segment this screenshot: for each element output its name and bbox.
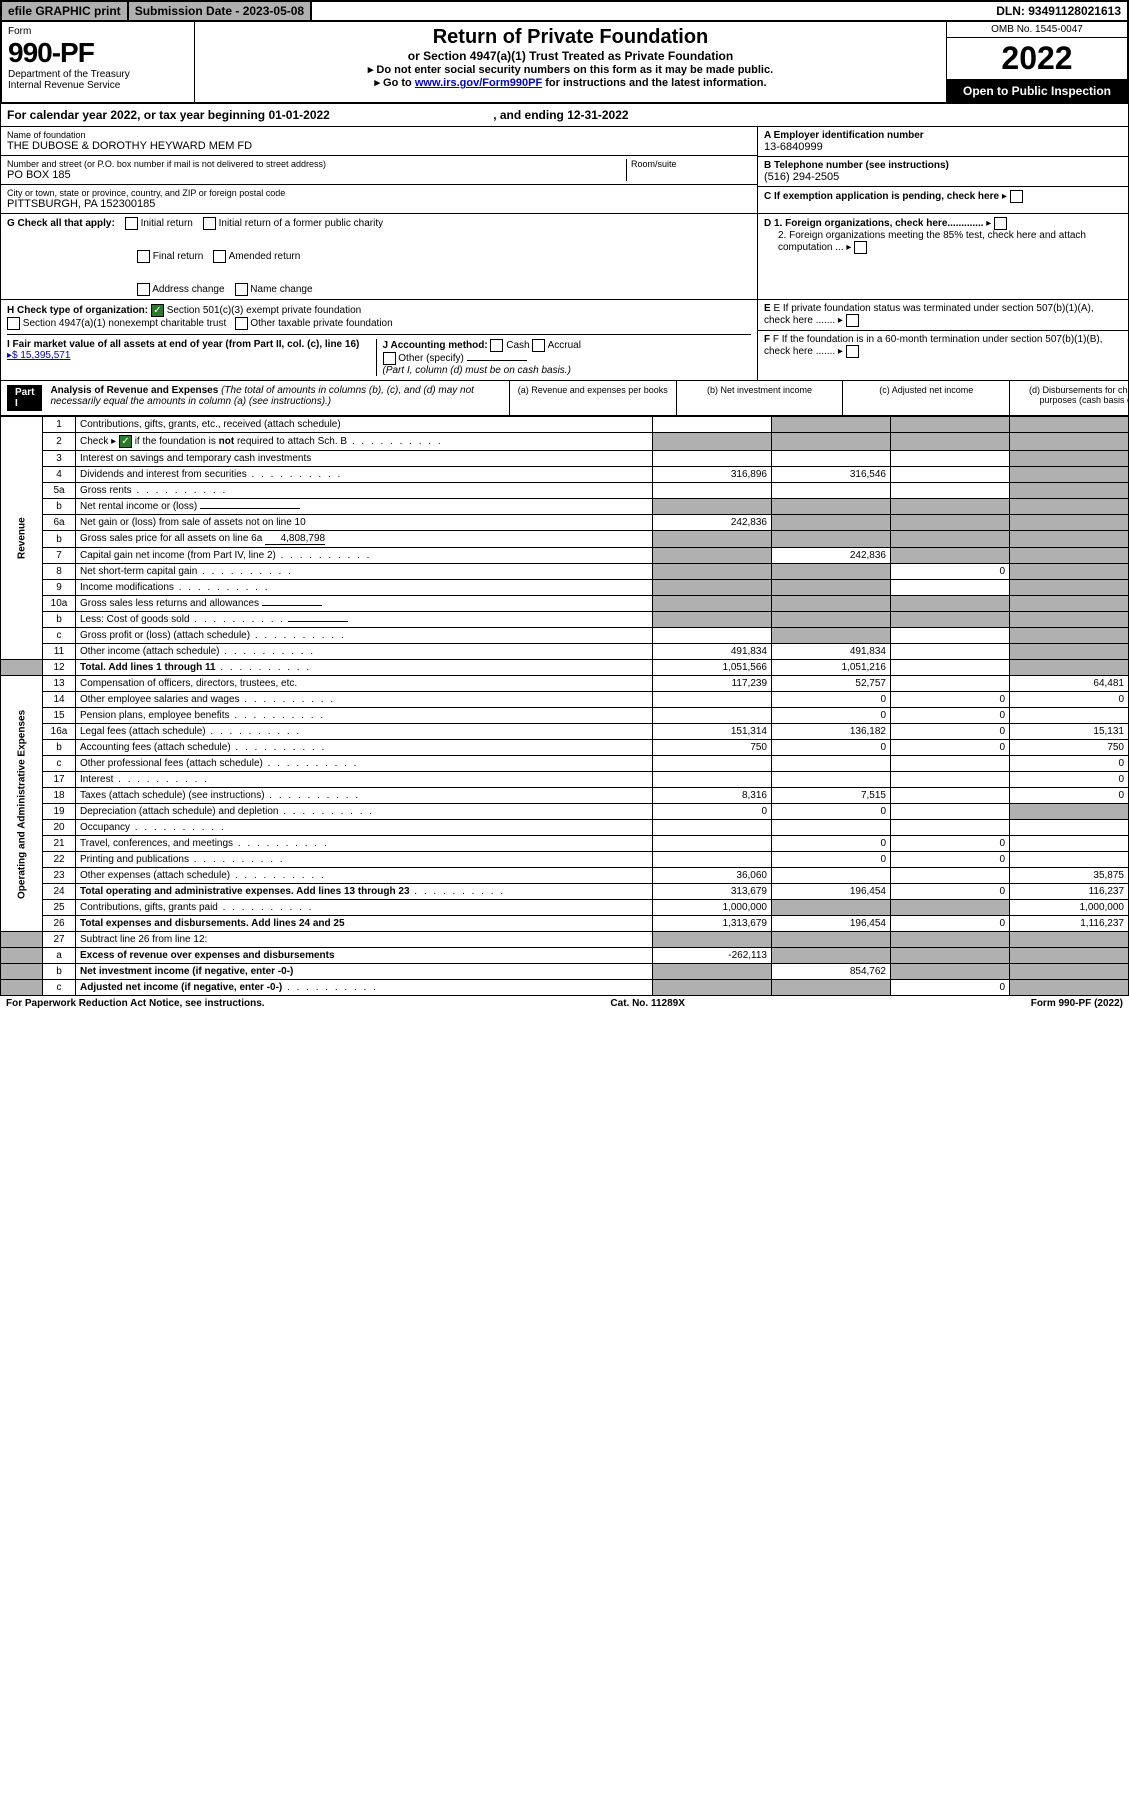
status-terminated-checkbox[interactable] (846, 314, 859, 327)
former-charity-checkbox[interactable] (203, 217, 216, 230)
foreign-org-checkbox[interactable] (994, 217, 1007, 230)
section-i-label: I Fair market value of all assets at end… (7, 339, 359, 350)
501c3-checkbox[interactable] (151, 304, 164, 317)
form-title: Return of Private Foundation (201, 26, 940, 49)
part1-table: Revenue 1Contributions, gifts, grants, e… (0, 416, 1129, 996)
top-bar: efile GRAPHIC print Submission Date - 20… (0, 0, 1129, 22)
col-c-header: (c) Adjusted net income (842, 381, 1009, 415)
city-value: PITTSBURGH, PA 152300185 (7, 198, 751, 210)
irs-label: Internal Revenue Service (8, 80, 188, 91)
revenue-sidecat: Revenue (1, 417, 43, 660)
address-change-checkbox[interactable] (137, 283, 150, 296)
page-footer: For Paperwork Reduction Act Notice, see … (0, 996, 1129, 1011)
schb-checkbox[interactable] (119, 435, 132, 448)
4947-checkbox[interactable] (7, 317, 20, 330)
section-e: E E If private foundation status was ter… (758, 300, 1128, 331)
city-label: City or town, state or province, country… (7, 188, 751, 198)
ein-label: A Employer identification number (764, 130, 1122, 141)
efile-print-button[interactable]: efile GRAPHIC print (2, 2, 129, 20)
paperwork-notice: For Paperwork Reduction Act Notice, see … (6, 998, 265, 1009)
calendar-year-row: For calendar year 2022, or tax year begi… (0, 104, 1129, 127)
section-f: F F If the foundation is in a 60-month t… (758, 331, 1128, 361)
irs-link[interactable]: www.irs.gov/Form990PF (415, 77, 542, 89)
tax-year: 2022 (947, 38, 1127, 80)
final-return-checkbox[interactable] (137, 250, 150, 263)
section-h: H Check type of organization: Section 50… (7, 304, 751, 317)
ein-value: 13-6840999 (764, 141, 1122, 153)
addr-label: Number and street (or P.O. box number if… (7, 159, 626, 169)
col-d-header: (d) Disbursements for charitable purpose… (1009, 381, 1129, 415)
60month-checkbox[interactable] (846, 345, 859, 358)
form-subtitle: or Section 4947(a)(1) Trust Treated as P… (201, 49, 940, 63)
name-label: Name of foundation (7, 130, 751, 140)
amended-return-checkbox[interactable] (213, 250, 226, 263)
dln-label: DLN: 93491128021613 (990, 2, 1127, 20)
cat-number: Cat. No. 11289X (610, 998, 684, 1009)
entity-section: Name of foundation THE DUBOSE & DOROTHY … (0, 127, 1129, 300)
part1-label: Part I (7, 385, 42, 411)
fmv-value[interactable]: ▸$ 15,395,571 (7, 350, 70, 361)
phone-label: B Telephone number (see instructions) (764, 160, 1122, 171)
addr-value: PO BOX 185 (7, 169, 626, 181)
expenses-sidecat: Operating and Administrative Expenses (1, 676, 43, 932)
foundation-name: THE DUBOSE & DOROTHY HEYWARD MEM FD (7, 140, 751, 152)
form-footer-label: Form 990-PF (2022) (1031, 998, 1123, 1009)
other-method-checkbox[interactable] (383, 352, 396, 365)
section-hijef: H Check type of organization: Section 50… (0, 300, 1129, 381)
cash-checkbox[interactable] (490, 339, 503, 352)
foreign-85-checkbox[interactable] (854, 241, 867, 254)
dept-treasury: Department of the Treasury (8, 69, 188, 80)
accrual-checkbox[interactable] (532, 339, 545, 352)
other-taxable-checkbox[interactable] (235, 317, 248, 330)
room-label: Room/suite (631, 159, 751, 169)
initial-return-checkbox[interactable] (125, 217, 138, 230)
phone-value: (516) 294-2505 (764, 171, 1122, 183)
col-b-header: (b) Net investment income (676, 381, 843, 415)
submission-date: Submission Date - 2023-05-08 (129, 2, 312, 20)
part1-header: Part I Analysis of Revenue and Expenses … (0, 381, 1129, 416)
exemption-pending-checkbox[interactable] (1010, 190, 1023, 203)
form-header: Form 990-PF Department of the Treasury I… (0, 22, 1129, 104)
form-label: Form (8, 26, 188, 37)
ssn-warning: ▸ Do not enter social security numbers o… (201, 63, 940, 76)
section-g: G Check all that apply: Initial return I… (1, 214, 757, 299)
goto-note: ▸ Go to www.irs.gov/Form990PF for instru… (201, 76, 940, 89)
name-change-checkbox[interactable] (235, 283, 248, 296)
section-c: C If exemption application is pending, c… (758, 187, 1128, 214)
section-d: D 1. Foreign organizations, check here..… (758, 214, 1128, 257)
col-a-header: (a) Revenue and expenses per books (509, 381, 676, 415)
open-to-public: Open to Public Inspection (947, 80, 1127, 102)
omb-number: OMB No. 1545-0047 (947, 22, 1127, 38)
form-number: 990-PF (8, 37, 188, 69)
